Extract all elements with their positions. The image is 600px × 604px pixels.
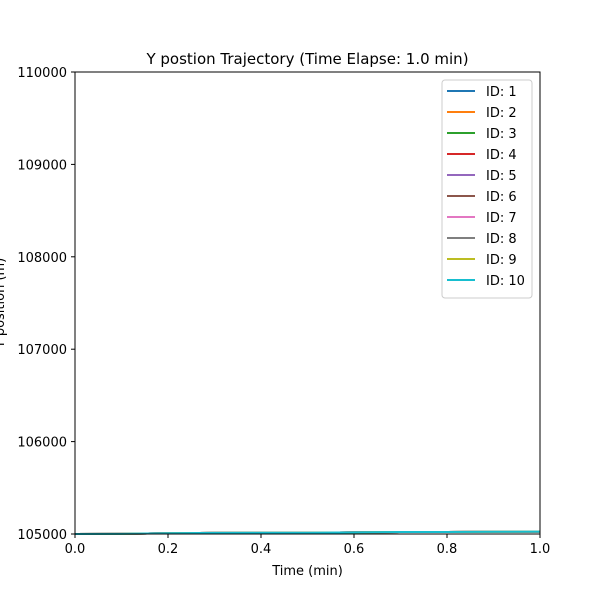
chart-title: Y postion Trajectory (Time Elapse: 1.0 m… — [145, 50, 468, 68]
legend-box — [441, 79, 533, 299]
legend: ID: 1 ID: 2 ID: 3 ID: 4 ID: 5 ID: 6 ID: 7 ID: 8… — [441, 79, 533, 299]
legend-label: ID: 6 — [486, 190, 517, 205]
y-axis-label: Y position (m) — [0, 258, 8, 350]
legend-label: ID: 4 — [486, 148, 517, 163]
legend-label: ID: 10 — [486, 274, 525, 289]
x-tick-label: 0.2 — [158, 542, 179, 557]
axes-frame — [74, 71, 541, 535]
legend-label: ID: 7 — [486, 211, 517, 226]
x-tick-label: 0.6 — [344, 542, 365, 557]
x-tick-label: 0.8 — [437, 542, 458, 557]
series-line-10 — [74, 530, 541, 535]
y-tick-label: 109000 — [17, 158, 67, 173]
axis-ticks: 0.0 0.2 0.4 0.6 0.8 1.0 105000 106000 107000 1080… — [17, 66, 550, 557]
legend-label: ID: 5 — [486, 169, 517, 184]
legend-label: ID: 8 — [486, 232, 517, 247]
legend-label: ID: 9 — [486, 253, 517, 268]
x-tick-label: 0.0 — [65, 542, 86, 557]
legend-label: ID: 3 — [486, 127, 517, 142]
x-tick-label: 0.4 — [251, 542, 272, 557]
y-tick-label: 107000 — [17, 343, 67, 358]
x-tick-label: 1.0 — [530, 542, 551, 557]
x-axis-label: Time (min) — [271, 564, 343, 579]
series-lines — [74, 530, 541, 535]
y-tick-label: 106000 — [17, 436, 67, 451]
legend-label: ID: 2 — [486, 106, 517, 121]
y-tick-label: 110000 — [17, 66, 67, 81]
y-tick-label: 105000 — [17, 528, 67, 543]
y-tick-label: 108000 — [17, 251, 67, 266]
legend-label: ID: 1 — [486, 85, 517, 100]
